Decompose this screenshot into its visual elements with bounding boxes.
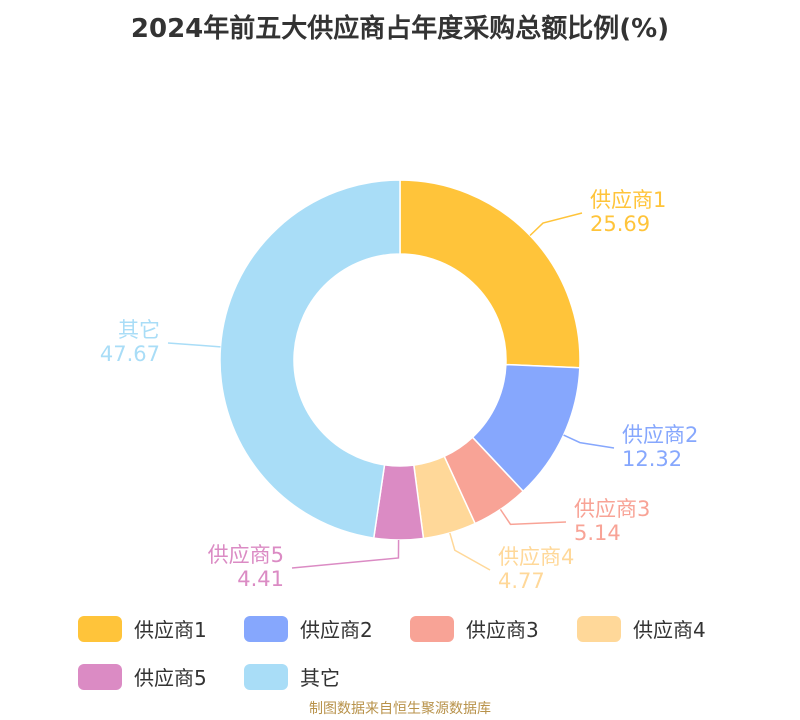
legend-swatch	[78, 615, 122, 642]
legend-swatch	[244, 615, 288, 642]
slice-label-value-3: 5.14	[574, 521, 621, 545]
slice-6	[219, 179, 401, 539]
legend-label: 供应商3	[466, 618, 539, 642]
legend-swatch	[577, 615, 621, 642]
legend-label: 供应商2	[300, 618, 373, 642]
slice-label-value-1: 25.69	[590, 212, 650, 236]
slice-label-value-6: 47.67	[100, 342, 160, 366]
leader-line-5	[291, 539, 400, 569]
slice-label-name-6: 其它	[118, 318, 160, 342]
slice-1	[399, 179, 581, 369]
chart-title: 2024年前五大供应商占年度采购总额比例(%)	[130, 14, 670, 44]
legend-label: 供应商4	[633, 618, 706, 642]
legend-item-3[interactable]: 供应商3	[410, 614, 539, 643]
leader-line-2	[563, 434, 615, 449]
slice-label-name-4: 供应商4	[498, 545, 574, 569]
slice-label-value-4: 4.77	[498, 569, 545, 593]
leader-line-6	[167, 342, 221, 348]
leader-line-3	[499, 508, 567, 526]
source-note: 制图数据来自恒生聚源数据库	[309, 701, 491, 717]
legend-label: 供应商5	[134, 666, 207, 690]
legend-item-1[interactable]: 供应商1	[78, 614, 207, 643]
legend-swatch	[78, 663, 122, 690]
leader-line-1	[529, 212, 583, 237]
legend-swatch	[410, 615, 454, 642]
legend-label: 其它	[300, 666, 340, 690]
legend-item-2[interactable]: 供应商2	[244, 614, 373, 643]
slice-label-name-5: 供应商5	[208, 543, 284, 567]
slice-label-value-2: 12.32	[622, 447, 682, 471]
legend-item-6[interactable]: 其它	[244, 662, 340, 691]
slice-label-name-2: 供应商2	[622, 423, 698, 447]
slice-label-name-3: 供应商3	[574, 497, 650, 521]
legend-item-4[interactable]: 供应商4	[577, 614, 706, 643]
legend-label: 供应商1	[134, 618, 207, 642]
slice-label-name-1: 供应商1	[590, 188, 666, 212]
legend-item-5[interactable]: 供应商5	[78, 662, 207, 691]
legend-swatch	[244, 663, 288, 690]
leader-line-4	[449, 532, 491, 571]
slice-label-value-5: 4.41	[237, 567, 284, 591]
